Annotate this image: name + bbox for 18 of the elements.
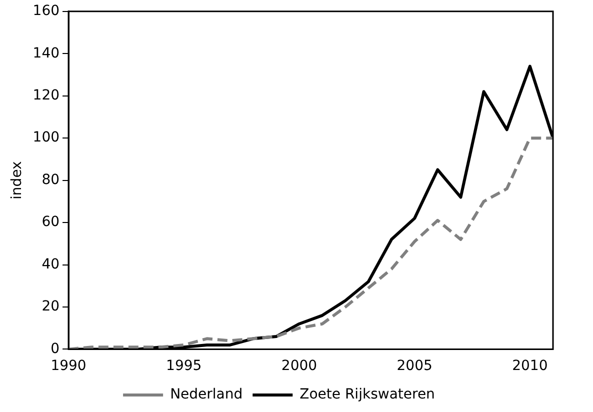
x-tick-label: 2000: [281, 358, 318, 374]
y-tick-label: 20: [42, 298, 60, 315]
y-tick-label: 40: [42, 256, 60, 272]
x-tick-label: 1990: [50, 358, 86, 374]
x-tick-label: 1995: [166, 358, 202, 374]
legend-label: Nederland: [170, 386, 243, 403]
y-tick-label: 80: [42, 172, 60, 188]
y-tick-label: 0: [50, 340, 60, 357]
y-tick-label: 160: [32, 3, 60, 20]
x-tick-label: 2010: [512, 358, 548, 374]
line-series: [68, 136, 553, 350]
legend-label: Zoete Rijkswateren: [300, 386, 435, 403]
y-axis-title: index: [9, 161, 26, 200]
y-tick-label: 120: [32, 87, 60, 104]
y-tick-label: 140: [32, 45, 60, 62]
y-tick-label: 100: [32, 130, 60, 146]
x-tick-label: 2005: [396, 358, 432, 374]
y-tick-label: 60: [42, 214, 60, 230]
